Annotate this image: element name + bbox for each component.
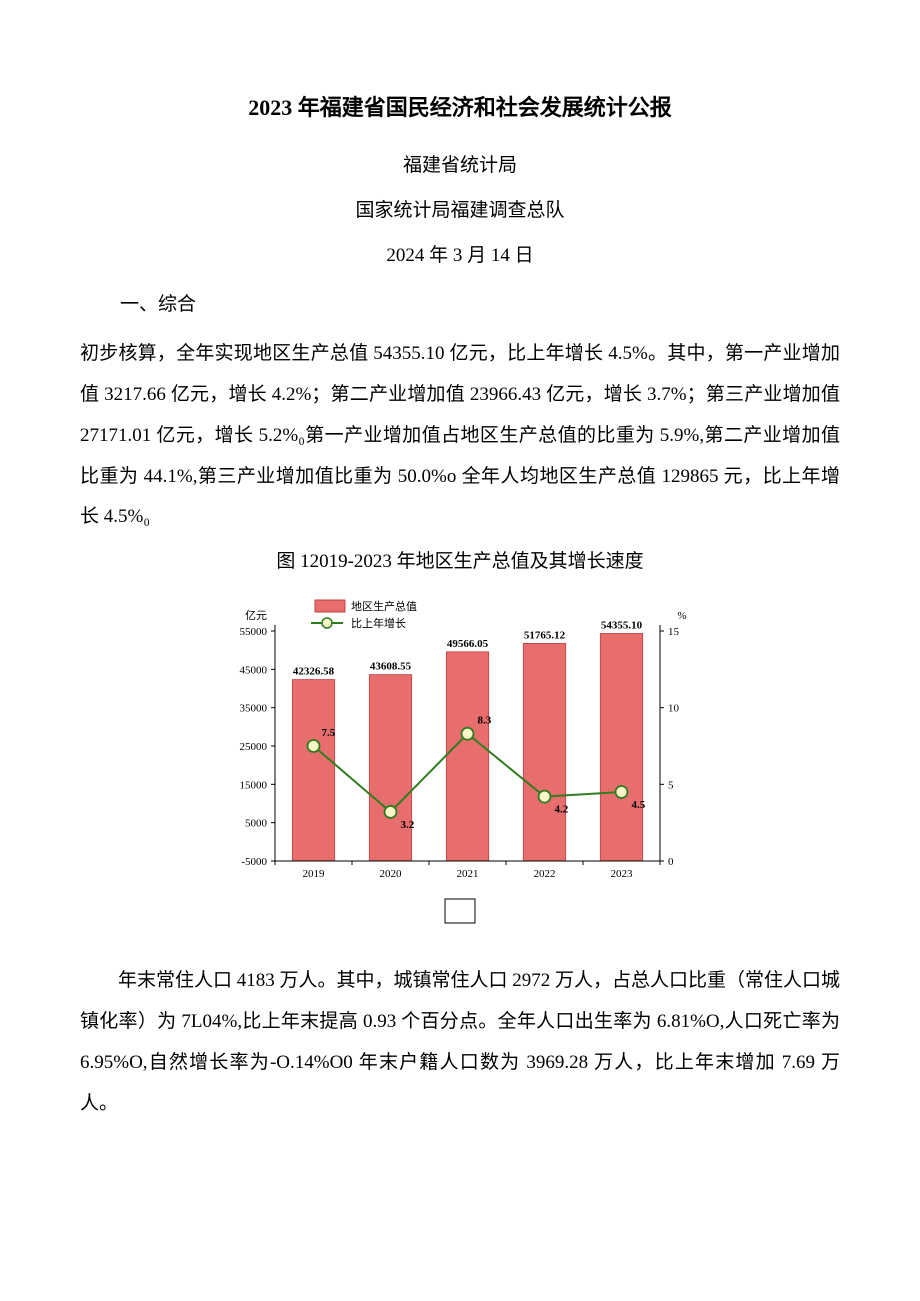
svg-text:10: 10 [668,703,680,715]
paragraph-1: 初步核算，全年实现地区生产总值 54355.10 亿元，比上年增长 4.5%。其… [80,334,840,538]
svg-text:地区生产总值: 地区生产总值 [351,599,417,613]
paragraph-2: 年末常住人口 4183 万人。其中，城镇常住人口 2972 万人，占总人口比重（… [80,961,840,1124]
svg-text:7.5: 7.5 [322,727,336,739]
svg-text:-5000: -5000 [241,856,267,868]
svg-text:5: 5 [668,780,674,792]
svg-text:2023: 2023 [611,868,634,880]
svg-text:%: % [677,610,686,622]
chart-container: 亿元% 地区生产总值比上年增长 -5000 5000 15000 25000 35000 45… [80,591,840,931]
svg-text:5000: 5000 [245,818,268,830]
issuer-2: 国家统计局福建调查总队 [80,195,840,222]
svg-text:2022: 2022 [534,868,556,880]
svg-text:0: 0 [668,856,674,868]
svg-text:比上年增长: 比上年增长 [351,616,406,630]
svg-text:35000: 35000 [240,703,268,715]
document-title: 2023 年福建省国民经济和社会发展统计公报 [80,90,840,122]
svg-text:3.2: 3.2 [401,819,415,831]
svg-text:43608.55: 43608.55 [370,661,412,673]
svg-text:49566.05: 49566.05 [447,638,489,650]
svg-text:4.2: 4.2 [555,804,569,816]
svg-text:15: 15 [668,626,680,638]
issuer-1: 福建省统计局 [80,150,840,177]
section-1-header: 一、综合 [120,289,840,316]
svg-text:2020: 2020 [380,868,403,880]
svg-text:42326.58: 42326.58 [293,666,335,678]
svg-text:15000: 15000 [240,780,268,792]
svg-text:4.5: 4.5 [632,799,646,811]
chart-caption: 图 12019-2023 年地区生产总值及其增长速度 [80,546,840,573]
svg-text:8.3: 8.3 [478,715,492,727]
svg-text:45000: 45000 [240,665,268,677]
gdp-chart: 亿元% 地区生产总值比上年增长 -5000 5000 15000 25000 35000 45… [220,591,700,931]
svg-text:2019: 2019 [303,868,326,880]
svg-text:2021: 2021 [457,868,479,880]
issue-date: 2024 年 3 月 14 日 [80,240,840,267]
svg-text:25000: 25000 [240,741,268,753]
svg-text:亿元: 亿元 [245,609,267,622]
svg-text:54355.10: 54355.10 [601,620,643,632]
svg-text:51765.12: 51765.12 [524,630,566,642]
svg-text:55000: 55000 [240,626,268,638]
